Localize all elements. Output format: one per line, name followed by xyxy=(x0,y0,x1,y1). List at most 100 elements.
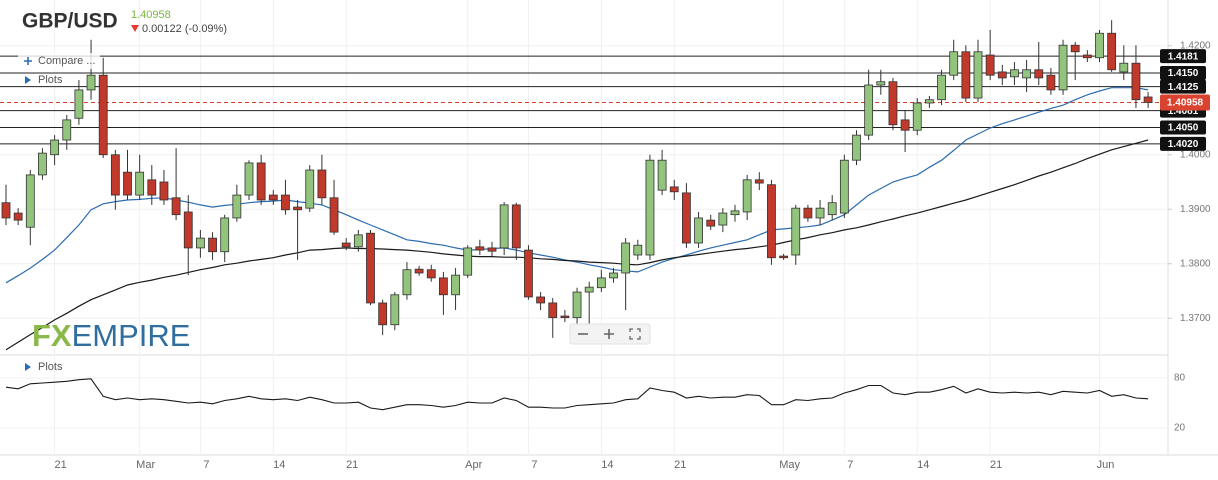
candle-body xyxy=(864,84,874,136)
candle-body xyxy=(949,51,959,76)
candle-body xyxy=(499,204,509,249)
candle-body xyxy=(147,179,157,196)
indicator-line xyxy=(5,378,1149,411)
candle-body xyxy=(609,272,618,279)
moving-average xyxy=(5,87,1149,284)
candle-body xyxy=(62,119,72,141)
candle-body xyxy=(682,192,691,244)
candle-body xyxy=(256,162,266,201)
x-tick-label: 14 xyxy=(601,459,613,471)
overlays-layer xyxy=(5,87,1149,411)
logo-empire: EMPIRE xyxy=(72,318,191,353)
candle-body xyxy=(171,197,181,216)
candle-body xyxy=(827,202,837,216)
candle-body xyxy=(1070,44,1080,53)
candle-body xyxy=(524,249,533,298)
candle-body xyxy=(1034,69,1044,79)
candle-body xyxy=(305,169,315,209)
x-tick-label: 21 xyxy=(346,459,358,471)
y-tick-label: 1.4000 xyxy=(1180,149,1211,160)
indicator-plots-label[interactable]: Plots xyxy=(38,361,63,373)
level-label: 1.4181 xyxy=(1168,51,1199,62)
y-tick-label: 1.3700 xyxy=(1180,313,1211,324)
candle-body xyxy=(50,139,59,156)
x-tick-label: 7 xyxy=(847,459,853,471)
candle-body xyxy=(38,152,47,176)
candle-body xyxy=(195,237,205,249)
candle-body xyxy=(548,302,558,319)
candle-body xyxy=(1131,62,1141,101)
indicator-plots-icon xyxy=(25,363,31,371)
candle-body xyxy=(791,207,801,256)
y-tick-label: 1.4200 xyxy=(1180,40,1211,51)
candle-body xyxy=(293,206,303,211)
candle-body xyxy=(1,202,11,219)
indicator-tick-label: 80 xyxy=(1174,373,1186,384)
logo-fx: FX xyxy=(32,318,72,353)
candle-body xyxy=(1022,69,1031,79)
candle-body xyxy=(378,302,388,326)
level-label: 1.4020 xyxy=(1168,139,1199,150)
candle-body xyxy=(329,197,339,233)
x-tick-label: 21 xyxy=(54,459,66,471)
candle-body xyxy=(633,244,643,256)
candle-body xyxy=(451,274,460,296)
candle-body xyxy=(244,162,254,196)
candle-body xyxy=(1046,74,1056,91)
candle-body xyxy=(596,277,606,289)
labels-layer: 1.3700 1.3800 1.3900 1.4000 1.4200 21 Mar 7 14 21… xyxy=(54,40,1211,470)
candle-body xyxy=(511,204,521,249)
candle-body xyxy=(779,255,788,259)
candle-body xyxy=(414,268,424,274)
candle-body xyxy=(13,212,23,221)
candle-body xyxy=(937,74,946,101)
candle-body xyxy=(852,134,861,161)
candle-body xyxy=(621,242,631,274)
candle-body xyxy=(390,294,400,326)
level-label-box xyxy=(1160,66,1206,81)
candle-body xyxy=(997,71,1007,79)
candle-body xyxy=(767,184,776,259)
candle-body xyxy=(110,154,120,196)
price-label: 1.40958 xyxy=(1167,98,1204,109)
candle-body xyxy=(1082,54,1092,59)
candle-body xyxy=(463,247,473,276)
candle-body xyxy=(353,234,363,248)
y-tick-label: 1.3800 xyxy=(1180,258,1211,269)
candle-body xyxy=(839,159,849,214)
compare-icon xyxy=(24,57,32,65)
candle-body xyxy=(487,247,497,252)
candle-body xyxy=(1095,32,1104,59)
compare-button[interactable]: Compare ... xyxy=(38,55,95,67)
level-label: 1.4081 xyxy=(1168,106,1199,117)
x-tick-label: Apr xyxy=(465,459,482,471)
level-label: 1.4125 xyxy=(1168,82,1199,93)
zoom-reset[interactable] xyxy=(629,328,641,340)
x-tick-label: 21 xyxy=(674,459,686,471)
x-tick-label: 21 xyxy=(990,459,1002,471)
candle-body xyxy=(1107,32,1117,71)
x-tick-label: 14 xyxy=(917,459,929,471)
candle-body xyxy=(706,219,716,227)
compare-box[interactable] xyxy=(18,53,100,69)
x-tick-label: May xyxy=(779,459,800,471)
x-tick-label: 14 xyxy=(273,459,285,471)
x-tick-label: Jun xyxy=(1097,459,1115,471)
candle-body xyxy=(220,217,230,253)
level-label-box xyxy=(1160,136,1206,151)
candle-body xyxy=(888,81,898,126)
indicator-tick-label: 20 xyxy=(1174,423,1186,434)
candle-body xyxy=(426,269,436,279)
candle-body xyxy=(317,169,327,199)
level-label: 1.4150 xyxy=(1168,68,1199,79)
zoom-in[interactable] xyxy=(604,329,614,339)
candle-body xyxy=(815,207,825,219)
plots-button[interactable]: Plots xyxy=(38,74,63,86)
change-arrow xyxy=(131,25,139,32)
candle-body xyxy=(268,194,278,201)
grid-layer xyxy=(0,0,1172,455)
price-label-box xyxy=(1160,94,1210,111)
level-label-box xyxy=(1160,79,1206,94)
x-tick-label: 7 xyxy=(203,459,209,471)
